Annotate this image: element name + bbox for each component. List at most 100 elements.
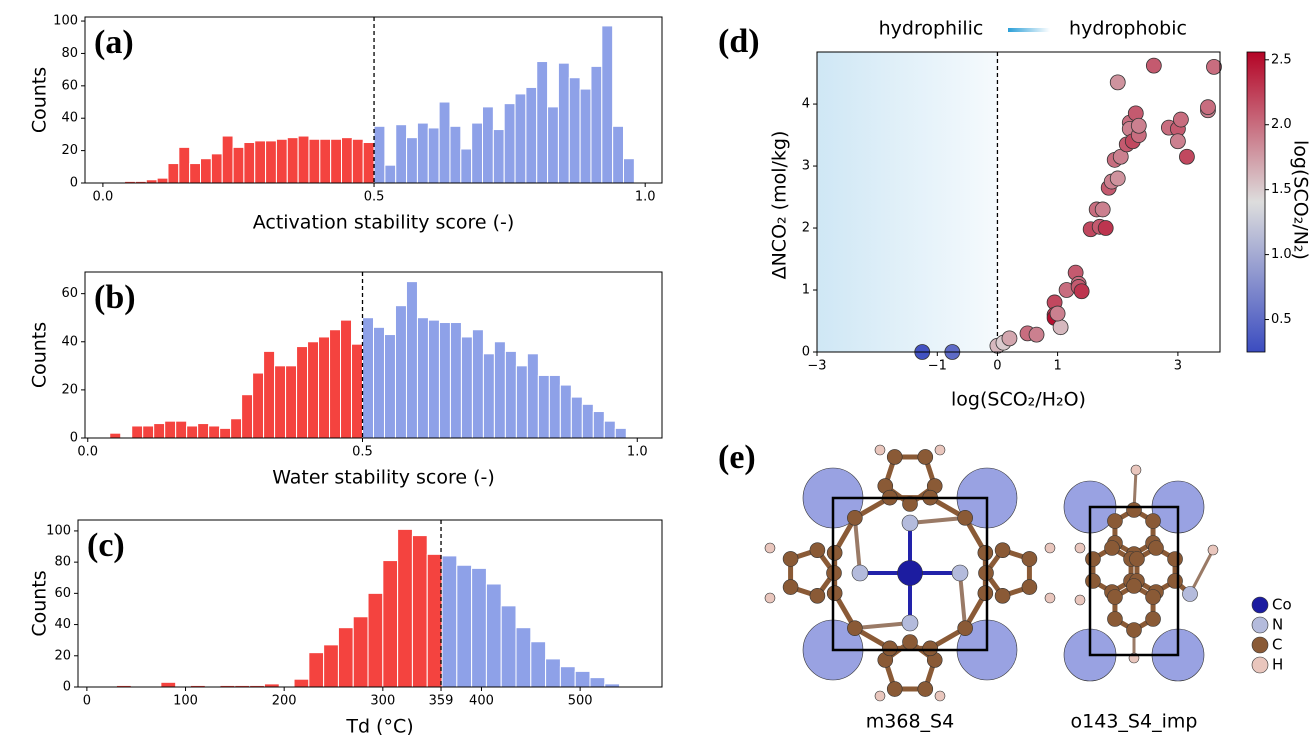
y-tick-label: 4: [802, 97, 810, 112]
atom: [764, 542, 776, 554]
atom: [1167, 551, 1183, 567]
bar: [142, 425, 155, 439]
bar: [286, 137, 299, 184]
colorbar-tick-label: 0.5: [1271, 312, 1292, 327]
atom: [1085, 551, 1101, 567]
x-axis-label: Activation stability score (-): [253, 212, 515, 234]
bar: [568, 77, 581, 184]
bar: [416, 317, 429, 439]
x-tick-label: 3: [1174, 359, 1182, 374]
atom: [1021, 551, 1038, 567]
atom: [826, 545, 843, 561]
plot-frame: [84, 16, 663, 184]
bar: [536, 61, 549, 184]
bar: [210, 153, 223, 184]
bar: [426, 553, 443, 688]
bar: [285, 365, 298, 439]
y-tick-label: 100: [46, 523, 71, 538]
colorbar-tick-label: 2.0: [1271, 117, 1292, 132]
unit-cell: [1088, 505, 1180, 657]
x-tick-label: 0.5: [352, 445, 373, 460]
atom: [874, 690, 886, 702]
bar: [406, 137, 418, 184]
bar: [252, 372, 265, 439]
bar: [548, 374, 561, 439]
point: [1094, 201, 1111, 218]
bar: [405, 281, 418, 439]
bar: [411, 535, 428, 688]
legend-label: H: [1272, 656, 1283, 674]
atom: [1207, 544, 1219, 556]
bar: [263, 350, 276, 439]
bar: [395, 124, 408, 184]
atom: [957, 620, 973, 636]
colorbar-tick-label: 1.0: [1271, 247, 1292, 262]
bar: [351, 138, 364, 184]
x-tick-label: −3: [807, 359, 826, 374]
bar: [545, 658, 561, 688]
bar: [500, 605, 517, 688]
bar: [167, 163, 180, 184]
bar: [243, 142, 256, 184]
bar: [612, 125, 624, 184]
bar: [438, 101, 451, 184]
panel-label: (d): [718, 23, 760, 60]
bar: [557, 62, 570, 184]
point: [1169, 133, 1186, 150]
y-tick-label: 1: [802, 283, 810, 298]
bar: [559, 666, 576, 688]
x-tick-label: 0.5: [364, 190, 385, 205]
point: [1130, 117, 1147, 134]
point: [1028, 326, 1045, 343]
atom: [886, 681, 903, 697]
atom: [809, 542, 826, 558]
region-label: hydrophobic: [1069, 18, 1187, 40]
bar: [164, 420, 177, 439]
bar: [373, 125, 386, 184]
region-label: hydrophilic: [879, 18, 984, 40]
bar: [318, 336, 331, 439]
bond: [1188, 549, 1215, 595]
bar: [471, 122, 484, 184]
x-tick-label: 100: [173, 694, 198, 709]
bar: [492, 129, 505, 184]
bar: [460, 148, 473, 184]
point: [1145, 57, 1162, 74]
panel-label: (a): [94, 24, 134, 61]
y-tick-label: 100: [53, 14, 78, 29]
x-tick-label: 1.0: [627, 445, 648, 460]
bar: [441, 555, 458, 688]
x-tick-label: 300: [370, 694, 395, 709]
atom: [851, 564, 869, 582]
bar: [241, 394, 254, 439]
point: [1109, 170, 1126, 187]
bond: [958, 572, 968, 629]
bar: [351, 343, 364, 439]
bar: [200, 158, 212, 184]
panel-label: (b): [94, 279, 136, 316]
legend-marker: [1251, 636, 1269, 654]
bar: [254, 140, 267, 184]
x-tick-label: 400: [469, 694, 494, 709]
bar: [131, 425, 144, 439]
bar: [394, 305, 407, 439]
atom: [847, 510, 863, 526]
x-tick-label: 0.0: [77, 445, 98, 460]
bar: [153, 423, 166, 439]
bar: [503, 103, 516, 184]
bar: [427, 127, 440, 184]
bar: [330, 138, 343, 184]
y-tick-label: 3: [802, 159, 810, 174]
atom: [1107, 589, 1123, 605]
atom: [1021, 579, 1038, 595]
atom: [1126, 502, 1142, 518]
legend-label: N: [1272, 616, 1283, 634]
bar: [362, 142, 375, 184]
atom: [957, 510, 973, 526]
x-axis-label: log(SCO₂/H₂O): [951, 389, 1086, 411]
atom: [874, 444, 886, 456]
atom: [951, 564, 969, 582]
x-tick-label: 1: [1053, 359, 1061, 374]
